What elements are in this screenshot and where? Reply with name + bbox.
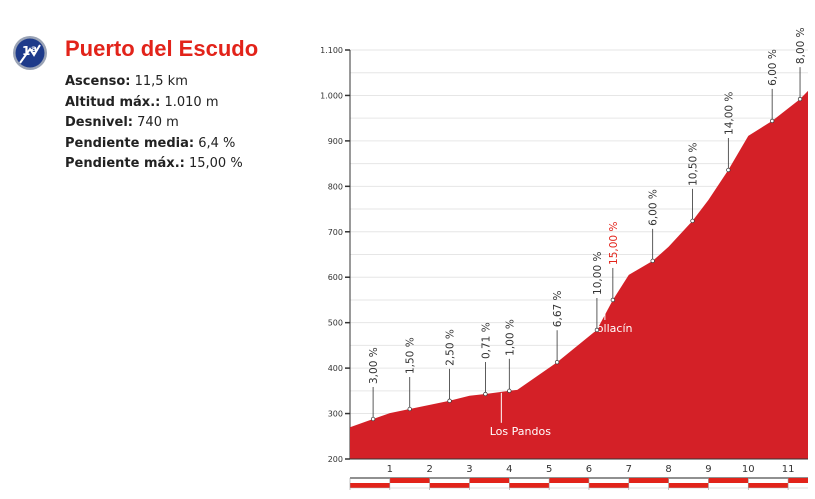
y-tick-label: 600 [328, 273, 343, 282]
x-tick-label: 2 [426, 464, 432, 475]
gradient-marker-point [690, 218, 695, 224]
km-scale-segment [429, 483, 470, 488]
category-badge-icon: 1ª [13, 36, 47, 70]
y-tick-label: 1.000 [320, 91, 343, 100]
x-tick-label: 8 [665, 464, 671, 475]
climb-stats: Ascenso: 11,5 km Altitud máx.: 1.010 m D… [65, 72, 243, 175]
stat-pendiente-media: Pendiente media: 6,4 % [65, 135, 236, 151]
gradient-label: 6,67 % [552, 290, 564, 327]
x-tick-label: 11 [782, 464, 795, 475]
climb-title: Puerto del Escudo [65, 36, 259, 61]
gradient-label: 1,50 % [405, 337, 417, 374]
km-scale-segment [389, 478, 430, 483]
svg-text:1ª: 1ª [22, 44, 37, 58]
km-scale-segment [748, 483, 789, 488]
km-scale-segment [509, 483, 550, 488]
km-scale-segment [708, 478, 749, 483]
y-tick-label: 700 [328, 228, 343, 237]
y-tick-label: 300 [328, 410, 343, 419]
y-tick-label: 1.100 [320, 46, 343, 55]
gradient-label: 10,50 % [688, 142, 700, 185]
y-tick-label: 200 [328, 455, 343, 464]
profile-area [350, 90, 808, 460]
gradient-marker-point [650, 258, 655, 264]
gradient-marker-point [554, 360, 560, 365]
x-tick-label: 10 [742, 464, 755, 475]
km-scale-segment [549, 478, 589, 483]
gradient-marker-point [797, 96, 803, 102]
gradient-label: 10,00 % [592, 252, 604, 295]
x-tick-label: 4 [506, 464, 512, 475]
stat-altitud: Altitud máx.: 1.010 m [65, 94, 219, 110]
stat-desnivel: Desnivel: 740 m [65, 115, 179, 130]
gradient-label: 3,00 % [368, 347, 380, 384]
gradient-marker-point [594, 327, 600, 333]
stat-ascenso: Ascenso: 11,5 km [65, 74, 188, 89]
y-tick-label: 900 [328, 137, 343, 146]
y-tick-label: 400 [328, 364, 343, 373]
gradient-marker-point [770, 118, 775, 124]
km-scale-segment [588, 483, 629, 488]
x-tick-label: 7 [626, 464, 632, 475]
gradient-marker-point [370, 416, 376, 422]
km-scale-segment [668, 483, 709, 488]
gradient-marker-point [726, 167, 731, 173]
x-tick-label: 5 [546, 464, 552, 475]
x-tick-label: 6 [586, 464, 592, 475]
gradient-marker-point [507, 388, 512, 393]
km-scale-segment [628, 478, 669, 483]
gradient-marker-point [407, 406, 412, 412]
gradient-label: 0,71 % [480, 322, 492, 359]
x-tick-label: 1 [387, 464, 393, 475]
km-scale-segment [788, 478, 808, 483]
gradient-marker-point [610, 297, 616, 303]
km-scale-segment [469, 478, 510, 483]
stat-pendiente-max: Pendiente máx.: 15,00 % [65, 156, 243, 171]
place-label: Los Pandos [490, 425, 551, 438]
gradient-marker-point [447, 398, 452, 403]
gradient-label: 6,00 % [767, 49, 779, 86]
gradient-label: 14,00 % [723, 92, 735, 135]
gradient-label: 8,00 % [795, 27, 807, 64]
place-label: Bollacín [589, 322, 632, 335]
gradient-label: 6,00 % [648, 189, 660, 226]
gradient-label: 1,00 % [504, 319, 516, 356]
gradient-label: 15,00 % [608, 222, 620, 265]
gradient-marker-point [483, 391, 488, 397]
x-tick-label: 3 [466, 464, 472, 475]
y-tick-label: 800 [328, 182, 343, 191]
y-tick-label: 500 [328, 319, 343, 328]
gradient-label: 2,50 % [445, 329, 457, 366]
x-tick-label: 9 [705, 464, 711, 475]
km-scale-segment [350, 483, 390, 488]
